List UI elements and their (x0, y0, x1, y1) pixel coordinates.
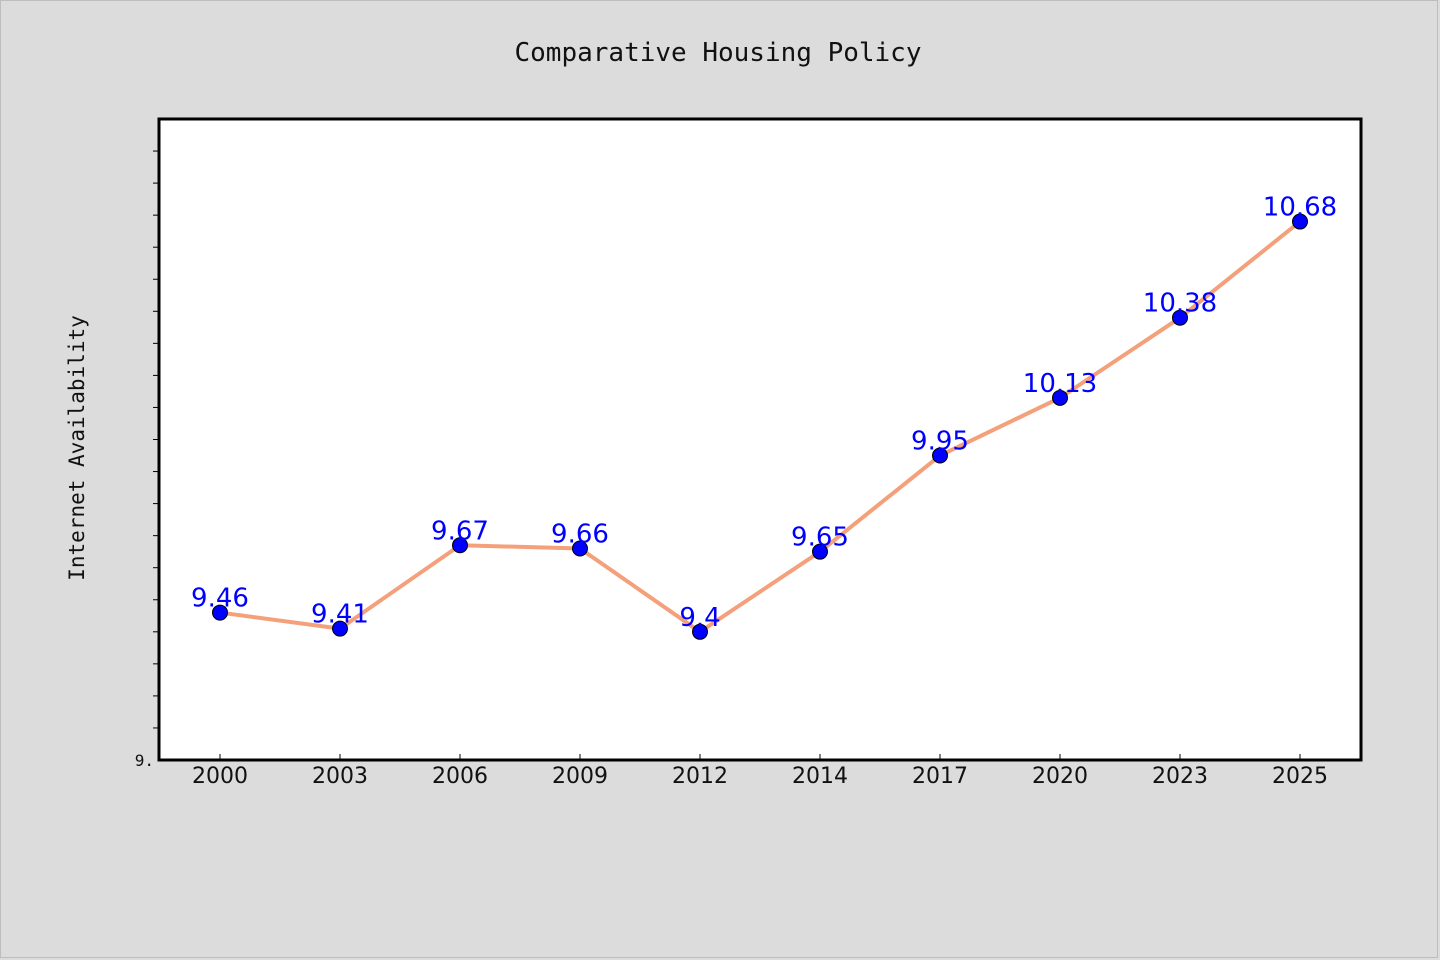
data-label: 9.95 (911, 427, 969, 457)
data-label: 10.38 (1143, 289, 1217, 319)
data-label: 9.4 (679, 603, 720, 633)
data-label: 9.65 (791, 523, 849, 553)
plot-area (157, 117, 1363, 762)
y-axis-label: Internet Availability (65, 315, 89, 581)
data-point-marker (932, 447, 948, 464)
x-tick-label: 2009 (552, 764, 608, 789)
data-point-marker (812, 543, 828, 560)
data-point-marker (332, 620, 348, 637)
data-point-marker (212, 604, 228, 621)
x-tick-label: 2000 (192, 764, 248, 789)
series-line (219, 219, 1302, 634)
x-tick-label: 2006 (432, 764, 488, 789)
data-point-marker (452, 537, 468, 554)
data-label: 10.13 (1023, 369, 1097, 399)
data-point-marker (1172, 309, 1188, 326)
x-tick-label: 2023 (1152, 764, 1208, 789)
data-point-marker (1292, 213, 1308, 230)
data-label: 9.41 (311, 600, 369, 630)
data-point-marker (572, 540, 588, 557)
x-tick-label: 2012 (672, 764, 728, 789)
x-tick-label: 2025 (1272, 764, 1328, 789)
series-group: 9.46 9.41 9.67 9.66 9.4 9.65 9.95 10.13 10.38 10.… (191, 193, 1337, 640)
data-label: 9.46 (191, 584, 249, 614)
data-point-marker (1052, 389, 1068, 406)
x-tick-label: 2017 (912, 764, 968, 789)
y-axis-ticks: 9. (135, 150, 159, 770)
x-tick-label: 2014 (792, 764, 848, 789)
x-axis-ticks: 2000 2003 2006 2009 2012 2014 2017 2020 2023 2025 (192, 754, 1328, 789)
y-tick-label: 9. (135, 751, 154, 770)
data-label: 10.68 (1263, 193, 1337, 223)
data-label: 9.66 (551, 519, 609, 549)
chart-title: Comparative Housing Policy (515, 38, 922, 68)
data-label: 9.67 (431, 516, 489, 546)
data-point-marker (692, 623, 708, 640)
x-tick-label: 2020 (1032, 764, 1088, 789)
x-tick-label: 2003 (312, 764, 368, 789)
